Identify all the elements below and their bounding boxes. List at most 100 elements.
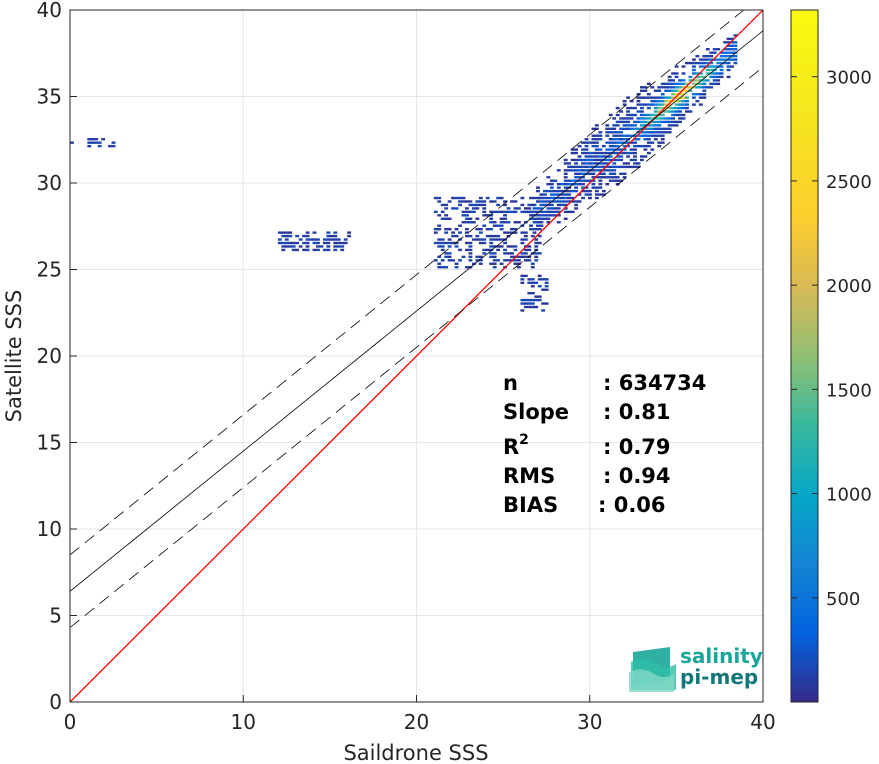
density-cell — [626, 134, 630, 137]
density-cell — [633, 144, 637, 148]
density-cell — [277, 231, 282, 234]
density-cell — [588, 193, 592, 196]
density-cell — [513, 262, 518, 265]
density-cell — [726, 37, 731, 41]
density-cell — [674, 82, 679, 86]
density-cell — [626, 141, 630, 144]
density-cell — [333, 248, 338, 252]
density-cell — [312, 241, 317, 245]
density-cell — [532, 196, 537, 200]
density-cell — [712, 65, 717, 68]
density-cell — [671, 113, 676, 117]
density-cell — [520, 281, 525, 284]
density-cell — [506, 252, 511, 255]
density-cell — [499, 245, 504, 248]
density-cell — [685, 103, 689, 106]
density-cell — [458, 224, 462, 227]
density-cell — [534, 255, 539, 259]
density-cell — [643, 131, 648, 134]
density-cell — [305, 231, 310, 234]
density-cell — [447, 217, 452, 220]
density-cell — [537, 221, 542, 224]
density-cell — [671, 96, 676, 99]
density-cell — [485, 234, 490, 238]
density-cell — [601, 165, 606, 169]
density-cell — [695, 86, 700, 89]
density-cell — [536, 207, 540, 210]
density-cell — [563, 183, 568, 186]
density-cell — [688, 86, 693, 89]
density-cell — [639, 124, 644, 127]
density-cell — [643, 96, 648, 99]
density-cell — [482, 214, 487, 217]
density-cell — [653, 106, 658, 110]
density-cell — [530, 278, 535, 281]
density-cell — [664, 103, 669, 106]
density-cell — [333, 231, 338, 234]
density-cell — [601, 193, 606, 196]
colorbar-tick-label: 500 — [826, 589, 860, 610]
density-cell — [608, 155, 613, 158]
density-cell — [581, 176, 585, 179]
density-cell — [520, 255, 525, 259]
density-cell — [305, 245, 310, 248]
density-cell — [90, 138, 95, 141]
density-cell — [605, 162, 610, 165]
density-cell — [598, 176, 603, 179]
density-cell — [633, 138, 637, 141]
density-cell — [70, 141, 74, 144]
density-cell — [678, 99, 682, 103]
density-cell — [433, 259, 438, 262]
density-cell — [639, 144, 644, 148]
density-cell — [650, 99, 655, 103]
rms-band-line — [70, 10, 745, 556]
colorbar-ticks: 500 1000 1500 2000 2500 3000 — [791, 68, 872, 610]
density-cell — [622, 134, 627, 137]
density-cell — [581, 158, 585, 162]
density-cell — [574, 207, 579, 210]
density-cell — [588, 141, 592, 144]
density-cell — [305, 238, 310, 241]
density-cell — [475, 207, 480, 210]
density-cell — [678, 89, 682, 92]
density-cell — [723, 41, 728, 44]
density-cell — [688, 79, 693, 82]
density-cell — [563, 196, 568, 200]
density-cell — [549, 196, 554, 200]
density-cell — [664, 82, 669, 86]
density-cell — [537, 196, 542, 200]
density-cell — [584, 138, 589, 141]
density-cell — [577, 155, 582, 158]
density-cell — [577, 200, 582, 203]
density-cell — [636, 93, 641, 96]
density-cell — [633, 113, 637, 117]
density-cell — [674, 72, 679, 75]
density-cell — [591, 141, 596, 144]
density-cell — [591, 155, 596, 158]
density-cell — [471, 221, 476, 224]
density-cell — [520, 203, 525, 207]
density-cell — [503, 203, 507, 207]
density-cell — [594, 176, 599, 179]
density-cell — [527, 278, 532, 281]
density-cell — [437, 238, 442, 241]
density-cell — [688, 75, 693, 79]
density-cell — [678, 103, 682, 106]
density-cell — [499, 227, 504, 231]
density-cell — [678, 120, 682, 124]
density-cell — [347, 234, 352, 238]
density-cell — [695, 61, 700, 65]
density-cell — [601, 144, 606, 148]
density-cell — [563, 189, 568, 193]
density-cell — [549, 186, 554, 189]
density-cell — [730, 65, 734, 68]
density-cell — [503, 241, 507, 245]
density-cell — [591, 138, 596, 141]
density-cell — [622, 120, 627, 124]
density-cell — [556, 183, 561, 186]
density-cell — [619, 155, 624, 158]
density-cell — [461, 200, 466, 203]
density-cell — [527, 281, 532, 284]
density-cell — [667, 110, 672, 113]
density-cell — [489, 252, 494, 255]
